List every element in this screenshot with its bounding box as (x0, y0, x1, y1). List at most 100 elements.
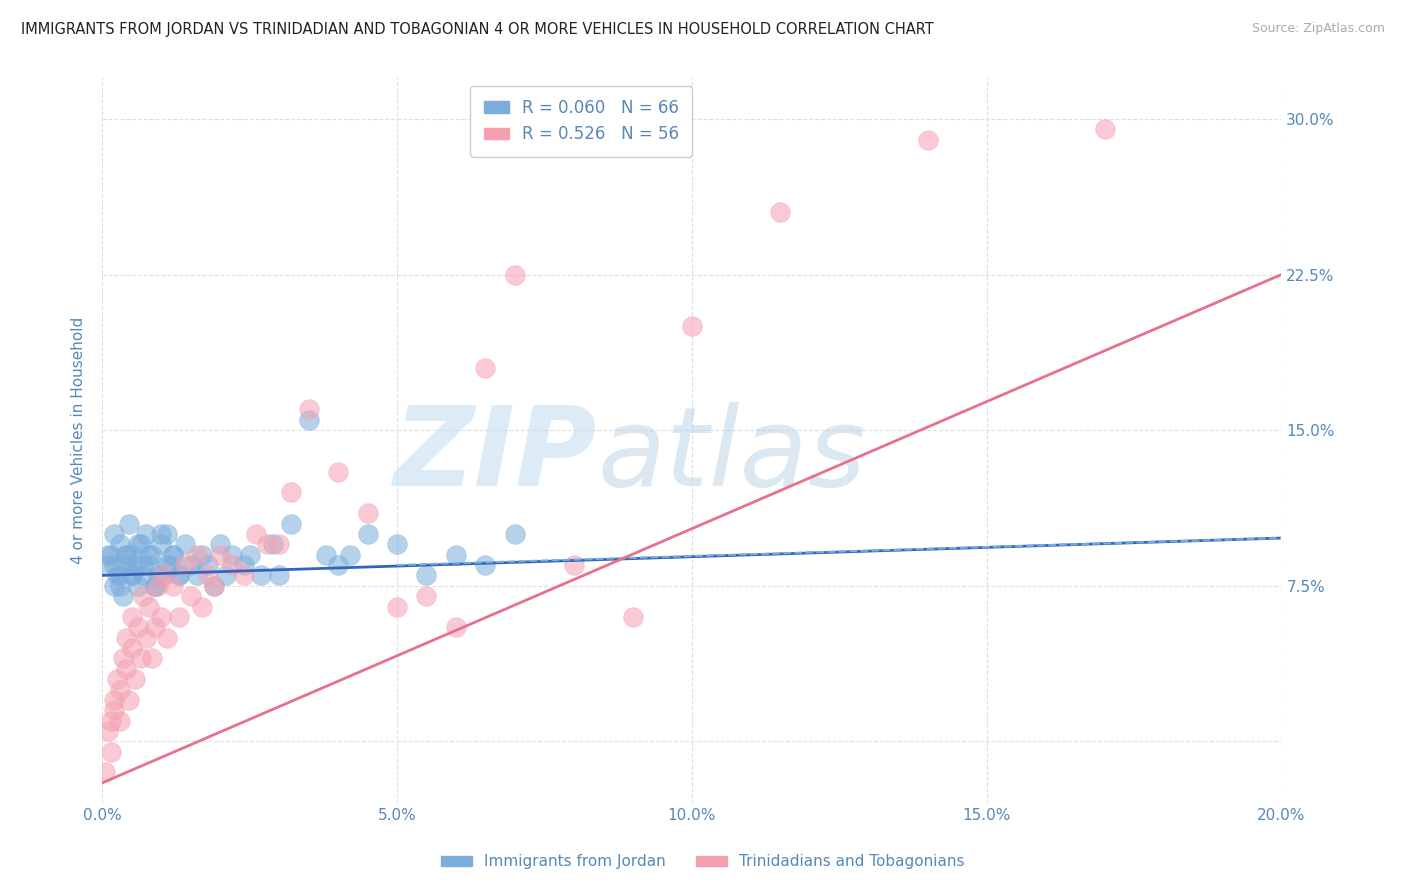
Point (118, 516, 141, 531)
Point (121, 640, 143, 655)
Point (94, 765, 117, 780)
Point (262, 537, 284, 551)
Point (97, 724, 120, 739)
Point (167, 568, 190, 582)
Point (143, 579, 166, 593)
Point (385, 537, 408, 551)
Point (108, 682, 131, 697)
Text: atlas: atlas (598, 401, 866, 508)
Point (129, 537, 152, 551)
Point (100, 548, 122, 562)
Point (326, 558, 349, 572)
Point (103, 579, 125, 593)
Point (138, 599, 160, 614)
Point (232, 558, 254, 572)
Point (108, 568, 131, 582)
Point (202, 579, 225, 593)
Point (114, 548, 136, 562)
Point (132, 558, 155, 572)
Point (167, 610, 190, 624)
Point (173, 537, 195, 551)
Point (191, 548, 214, 562)
Point (111, 651, 134, 665)
Point (103, 527, 125, 541)
Point (121, 568, 143, 582)
Point (121, 610, 143, 624)
Point (267, 537, 290, 551)
Point (503, 527, 526, 541)
Point (503, 268, 526, 282)
Point (114, 662, 136, 676)
Point (297, 413, 319, 427)
Point (103, 693, 125, 707)
Point (141, 548, 163, 562)
Point (156, 527, 179, 541)
Point (250, 568, 273, 582)
Point (280, 516, 302, 531)
Point (256, 537, 278, 551)
Point (124, 558, 146, 572)
Point (180, 589, 202, 603)
Point (197, 558, 219, 572)
Point (221, 558, 243, 572)
Point (621, 610, 644, 624)
Point (150, 527, 173, 541)
Point (108, 714, 131, 728)
Point (415, 568, 437, 582)
Point (114, 558, 136, 572)
Point (315, 548, 337, 562)
Point (127, 620, 149, 634)
Point (1094, 122, 1116, 136)
Point (162, 548, 184, 562)
Point (97, 548, 120, 562)
Point (156, 631, 179, 645)
Point (143, 620, 166, 634)
Point (150, 610, 173, 624)
Point (162, 548, 184, 562)
Point (100, 714, 122, 728)
Point (232, 568, 254, 582)
Point (159, 558, 181, 572)
Point (148, 568, 170, 582)
Point (108, 579, 131, 593)
Point (132, 568, 155, 582)
Point (103, 703, 125, 717)
Point (681, 319, 703, 334)
Point (124, 672, 146, 686)
Point (474, 558, 496, 572)
Point (114, 548, 136, 562)
Point (121, 548, 143, 562)
Point (138, 558, 160, 572)
Point (153, 568, 176, 582)
Point (245, 527, 267, 541)
Point (108, 537, 131, 551)
Point (114, 631, 136, 645)
Point (415, 589, 437, 603)
Point (148, 579, 170, 593)
Legend: R = 0.060   N = 66, R = 0.526   N = 56: R = 0.060 N = 66, R = 0.526 N = 56 (470, 86, 692, 157)
Point (100, 745, 122, 759)
Point (141, 651, 163, 665)
Point (474, 360, 496, 375)
Point (356, 506, 378, 520)
Text: ZIP: ZIP (394, 401, 598, 508)
Point (127, 537, 149, 551)
Point (135, 631, 157, 645)
Text: IMMIGRANTS FROM JORDAN VS TRINIDADIAN AND TOBAGONIAN 4 OR MORE VEHICLES IN HOUSE: IMMIGRANTS FROM JORDAN VS TRINIDADIAN AN… (21, 22, 934, 37)
Point (121, 568, 143, 582)
Point (135, 527, 157, 541)
Point (562, 558, 585, 572)
Point (97, 558, 120, 572)
Point (280, 485, 302, 500)
Point (197, 568, 219, 582)
Point (180, 558, 202, 572)
Point (153, 568, 176, 582)
Text: Source: ZipAtlas.com: Source: ZipAtlas.com (1251, 22, 1385, 36)
Point (156, 558, 179, 572)
Point (221, 548, 243, 562)
Point (267, 568, 290, 582)
Point (173, 558, 195, 572)
Point (127, 579, 149, 593)
Point (209, 548, 232, 562)
Point (105, 568, 128, 582)
